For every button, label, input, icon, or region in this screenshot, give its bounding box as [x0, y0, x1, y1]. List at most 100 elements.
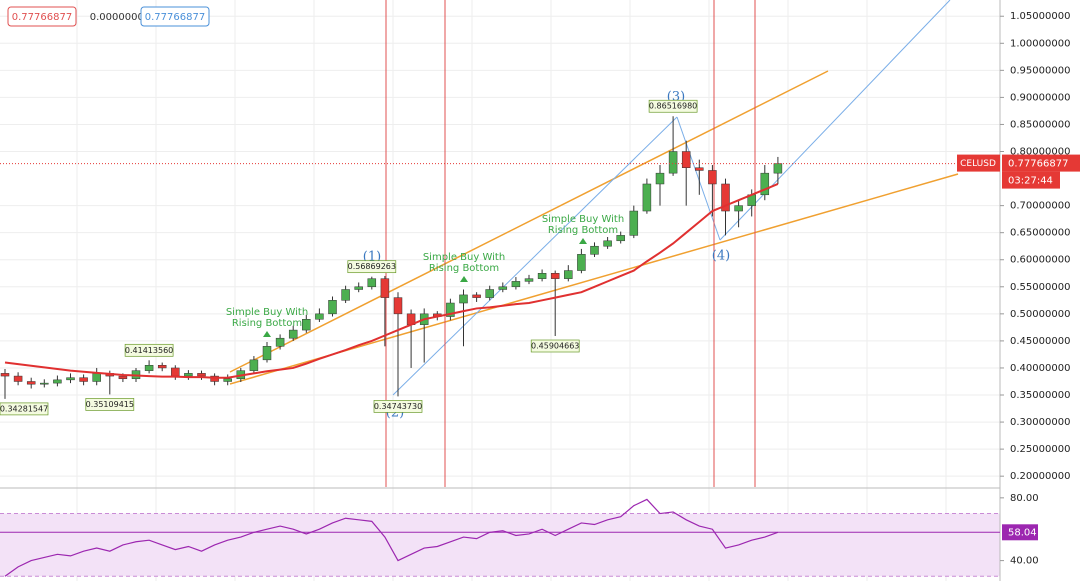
y-tick-label: 0.70000000: [1010, 201, 1070, 212]
candle-body: [184, 373, 193, 377]
overlay: 0.34281547 0.35109415 0.41413560 0.56869263…: [0, 6, 1080, 541]
candle-body: [92, 373, 101, 382]
y-tick-label: 0.45000000: [1010, 336, 1070, 347]
fib-line: [719, 0, 951, 241]
legend-box: [140, 6, 210, 27]
price-label: 0.56869263: [348, 262, 396, 271]
candle-body: [695, 167, 704, 171]
price-label: 0.41413560: [125, 346, 173, 355]
candle-body: [393, 297, 403, 315]
channel-upper: [229, 70, 829, 373]
candle-body: [616, 235, 625, 242]
candle-body: [341, 289, 350, 301]
y-tick-label: 40.00: [1010, 556, 1039, 567]
y-tick-label: 0.90000000: [1010, 92, 1070, 103]
y-tick-label: 80.00: [1010, 493, 1039, 504]
candle-body: [629, 210, 639, 236]
price-label: 0.34743730: [374, 402, 422, 411]
y-tick-label: 0.35000000: [1010, 390, 1070, 401]
candle-body: [79, 377, 88, 382]
candle-body: [577, 254, 586, 271]
y-tick-label: 0.60000000: [1010, 255, 1070, 266]
candle-body: [40, 382, 49, 385]
candle-body: [721, 183, 730, 212]
signal-arrow: [263, 331, 271, 337]
y-tick-label: 0.85000000: [1010, 119, 1070, 130]
countdown-box: [1002, 171, 1060, 189]
candle-body: [524, 278, 534, 282]
candle-body: [446, 302, 455, 317]
candle-body: [603, 240, 612, 247]
price-label: 0.86516980: [649, 102, 697, 111]
candle-body: [760, 172, 770, 196]
candle-body: [485, 289, 494, 298]
candle-body: [367, 278, 377, 288]
candle-body: [734, 205, 743, 212]
candle-body: [354, 286, 363, 290]
symbol: CELUSD: [960, 159, 996, 169]
candle-body: [262, 346, 272, 361]
signal-text: Simple Buy With: [423, 252, 505, 263]
candle-body: [288, 329, 298, 339]
y-tick-label: 0.30000000: [1010, 417, 1070, 428]
y-tick-label: 0.95000000: [1010, 65, 1070, 76]
candle-body: [223, 378, 232, 382]
candle-body: [550, 273, 560, 279]
candle-body: [681, 151, 691, 168]
price-label: 0.35109415: [86, 400, 134, 409]
candle-body: [53, 379, 62, 384]
rsi-label-box: [1002, 524, 1038, 541]
y-tick-label: 1.00000000: [1010, 38, 1070, 49]
candle-body: [708, 170, 717, 185]
candle-body: [249, 359, 259, 371]
candle-body: [380, 278, 390, 298]
signal-text: Simple Buy With: [542, 214, 624, 225]
candle-body: [66, 377, 75, 381]
countdown: 03:27:44: [1008, 176, 1053, 187]
price-box: [1002, 154, 1080, 172]
signal-text: Simple Buy With: [226, 307, 308, 318]
price-label-box: [347, 260, 397, 274]
candle-body: [157, 365, 167, 369]
candle-body: [564, 270, 573, 279]
rsi-label: 58.04: [1008, 527, 1037, 538]
candle-body: [315, 313, 324, 320]
legend-value: 0.00000000: [90, 12, 150, 23]
candle-body: [26, 381, 36, 385]
symbol-box: [957, 154, 1000, 172]
moving-average: [4, 183, 779, 379]
y-tick-label: 0.65000000: [1010, 228, 1070, 239]
candle-body: [197, 373, 206, 377]
fib-line: [392, 116, 678, 396]
price-label-box: [373, 400, 423, 413]
last-price: 0.77766877: [1008, 159, 1068, 170]
candle-body: [144, 365, 154, 371]
candle-body: [655, 172, 665, 185]
fib-line: [676, 116, 721, 241]
candle-body: [0, 373, 10, 377]
legend-value: 0.77766877: [12, 12, 72, 23]
candle-body: [590, 245, 599, 255]
price-label-box: [85, 398, 135, 411]
signal-arrow: [460, 276, 468, 282]
candle-body: [472, 294, 481, 298]
y-tick-label: 0.40000000: [1010, 363, 1070, 374]
price-label-box: [0, 402, 49, 416]
rsi-band: [0, 513, 1000, 577]
price-label-box: [530, 339, 580, 353]
candle-body: [459, 294, 468, 304]
legend-value: 0.77766877: [145, 12, 205, 23]
candle-body: [302, 319, 311, 331]
signal: Simple Buy With Rising Bottom Simple Buy…: [226, 214, 624, 337]
candle-body: [773, 163, 783, 174]
grid: [0, 0, 1000, 581]
plot: [0, 116, 1000, 577]
y-tick-label: 0.50000000: [1010, 309, 1070, 320]
candle-body: [537, 273, 547, 279]
price-label: 0.45904663: [531, 342, 579, 351]
y-tick-label: 0.25000000: [1010, 444, 1070, 455]
candle-body: [118, 375, 128, 380]
candle-body: [275, 337, 285, 347]
price-label: 0.34281547: [0, 404, 48, 413]
